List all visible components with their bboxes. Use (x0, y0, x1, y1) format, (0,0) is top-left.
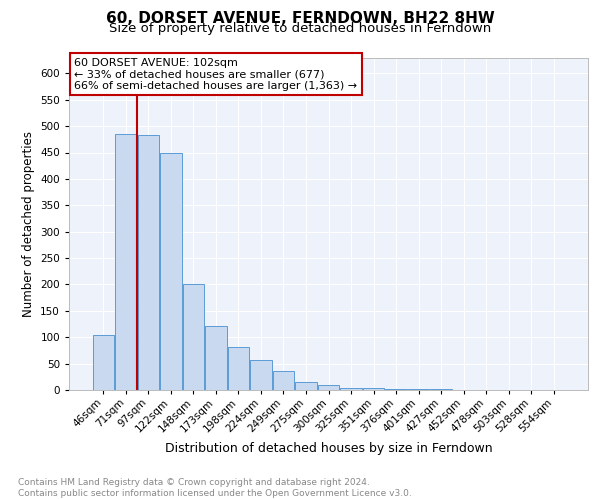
Text: Contains HM Land Registry data © Crown copyright and database right 2024.
Contai: Contains HM Land Registry data © Crown c… (18, 478, 412, 498)
Text: Size of property relative to detached houses in Ferndown: Size of property relative to detached ho… (109, 22, 491, 35)
Bar (205, 326, 227, 390)
Text: 60 DORSET AVENUE: 102sqm
← 33% of detached houses are smaller (677)
66% of semi-: 60 DORSET AVENUE: 102sqm ← 33% of detach… (74, 58, 358, 90)
Bar (250, 360, 272, 390)
Bar (340, 388, 362, 390)
Y-axis label: Number of detached properties: Number of detached properties (22, 130, 35, 317)
Bar (385, 389, 407, 390)
Bar (160, 152, 182, 390)
Bar (318, 385, 339, 390)
Bar (295, 382, 317, 390)
Bar (363, 388, 384, 390)
Bar (273, 371, 294, 390)
Bar (137, 135, 159, 390)
Bar (228, 346, 249, 390)
Bar (115, 134, 137, 390)
Bar (92, 334, 114, 390)
X-axis label: Distribution of detached houses by size in Ferndown: Distribution of detached houses by size … (164, 442, 493, 455)
Bar (182, 284, 204, 390)
Text: 60, DORSET AVENUE, FERNDOWN, BH22 8HW: 60, DORSET AVENUE, FERNDOWN, BH22 8HW (106, 11, 494, 26)
